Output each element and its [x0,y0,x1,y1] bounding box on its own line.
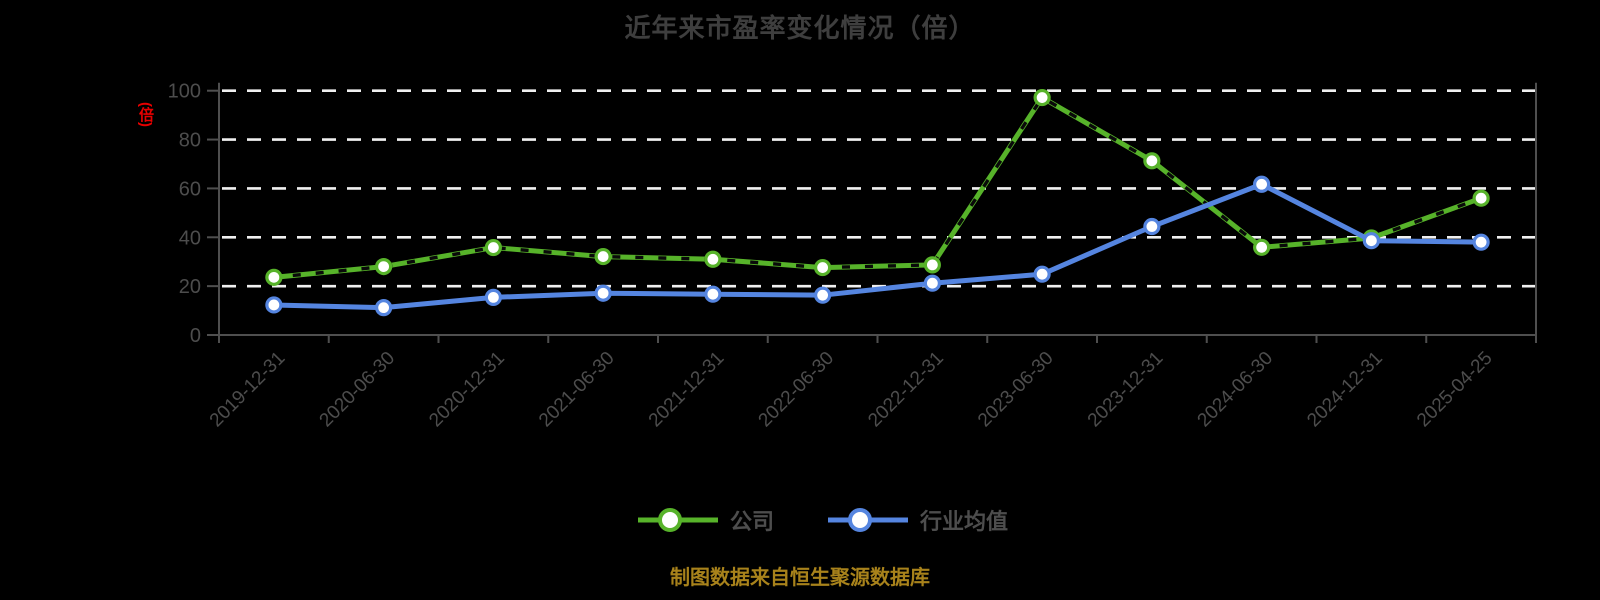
legend-item-label-industry-average: 行业均值 [920,509,1009,534]
chart-legend: 公司 行业均值 [22,504,1600,536]
company-series-marker-icon [637,508,718,532]
x-tick-label: 2024-12-31 [1303,348,1387,432]
y-tick-label: 100 [168,81,201,103]
data-point-marker-company[interactable] [1253,238,1271,256]
industry-average-series-marker-icon [828,508,908,532]
data-point-marker-industry-average[interactable] [594,284,612,302]
x-tick-label: 2022-06-30 [755,348,839,432]
data-point-marker-industry-average[interactable] [1253,175,1271,193]
x-tick-label: 2022-12-31 [864,348,948,432]
data-point-marker-industry-average[interactable] [814,286,832,304]
data-point-marker-company[interactable] [704,250,722,268]
data-point-marker-industry-average[interactable] [1143,217,1161,236]
y-tick-label: 20 [179,276,201,298]
x-tick-label: 2021-12-31 [645,348,729,432]
x-tick-label: 2020-06-30 [316,348,400,432]
data-point-marker-company[interactable] [1033,88,1051,107]
data-point-marker-industry-average[interactable] [484,288,502,306]
legend-item-label-company: 公司 [729,509,774,534]
chart-title: 近年来市盈率变化情况（倍） [624,13,976,43]
x-tick-label: 2023-12-31 [1084,348,1168,432]
data-point-marker-industry-average[interactable] [704,285,722,303]
x-tick-label: 2019-12-31 [206,348,290,432]
data-point-marker-company[interactable] [484,238,502,257]
data-point-marker-company[interactable] [265,268,283,286]
y-tick-label: 40 [179,227,201,249]
data-point-marker-company[interactable] [923,256,941,274]
data-point-marker-industry-average[interactable] [1033,265,1051,283]
y-tick-label: 0 [190,325,201,347]
data-point-marker-industry-average[interactable] [923,274,941,292]
x-tick-label: 2024-06-30 [1194,348,1278,432]
legend-item-industry-average[interactable]: 行业均值 [826,504,1008,536]
legend-item-company[interactable]: 公司 [636,504,774,536]
x-tick-label: 2020-12-31 [425,348,509,432]
data-point-marker-company[interactable] [594,247,612,266]
series-line-industry-average [271,181,1484,311]
data-point-marker-company[interactable] [375,257,393,276]
y-tick-label: 60 [179,178,201,200]
x-tick-label: 2025-04-25 [1413,348,1497,432]
data-point-marker-industry-average[interactable] [375,299,393,317]
data-point-marker-company[interactable] [1143,152,1161,170]
data-point-marker-industry-average[interactable] [1472,233,1490,251]
data-point-marker-company[interactable] [1472,189,1490,207]
data-point-marker-company[interactable] [814,258,832,277]
y-axis-unit-label: (倍) [137,102,154,127]
x-tick-label: 2021-06-30 [535,348,619,432]
data-point-marker-industry-average[interactable] [1362,232,1380,250]
series-line-dash-overlay [273,95,1482,280]
data-point-marker-industry-average[interactable] [265,296,283,314]
y-tick-label: 80 [179,130,201,152]
x-tick-label: 2023-06-30 [974,348,1058,432]
data-source-note: 制图数据来自恒生聚源数据库 [670,567,930,589]
